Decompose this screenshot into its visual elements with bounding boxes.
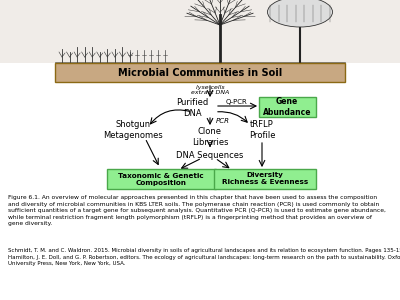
Text: Taxonomic & Genetic
Composition: Taxonomic & Genetic Composition — [118, 172, 204, 185]
FancyBboxPatch shape — [107, 169, 216, 189]
Text: Clone
Libraries: Clone Libraries — [192, 127, 228, 147]
Text: Microbial Communities in Soil: Microbial Communities in Soil — [118, 68, 282, 77]
Text: lyse cells
extract DNA: lyse cells extract DNA — [191, 85, 229, 95]
Text: PCR: PCR — [216, 118, 230, 124]
Ellipse shape — [268, 0, 332, 27]
Text: Gene
Abundance: Gene Abundance — [263, 97, 311, 117]
Text: Q-PCR: Q-PCR — [226, 99, 248, 105]
Text: Purified
DNA: Purified DNA — [176, 98, 208, 118]
FancyBboxPatch shape — [259, 97, 316, 117]
Bar — [0, 0, 400, 63]
Text: tRFLP
Profile: tRFLP Profile — [249, 120, 275, 140]
Text: DNA Sequences: DNA Sequences — [176, 151, 244, 160]
FancyBboxPatch shape — [214, 169, 316, 189]
Text: Schmidt, T. M. and C. Waldron. 2015. Microbial diversity in soils of agricultura: Schmidt, T. M. and C. Waldron. 2015. Mic… — [8, 248, 400, 266]
Text: Figure 6.1. An overview of molecular approaches presented in this chapter that h: Figure 6.1. An overview of molecular app… — [8, 195, 386, 226]
Text: Shotgun
Metagenomes: Shotgun Metagenomes — [103, 120, 163, 140]
Text: Diversity
Richness & Evenness: Diversity Richness & Evenness — [222, 172, 308, 185]
FancyBboxPatch shape — [55, 63, 345, 82]
